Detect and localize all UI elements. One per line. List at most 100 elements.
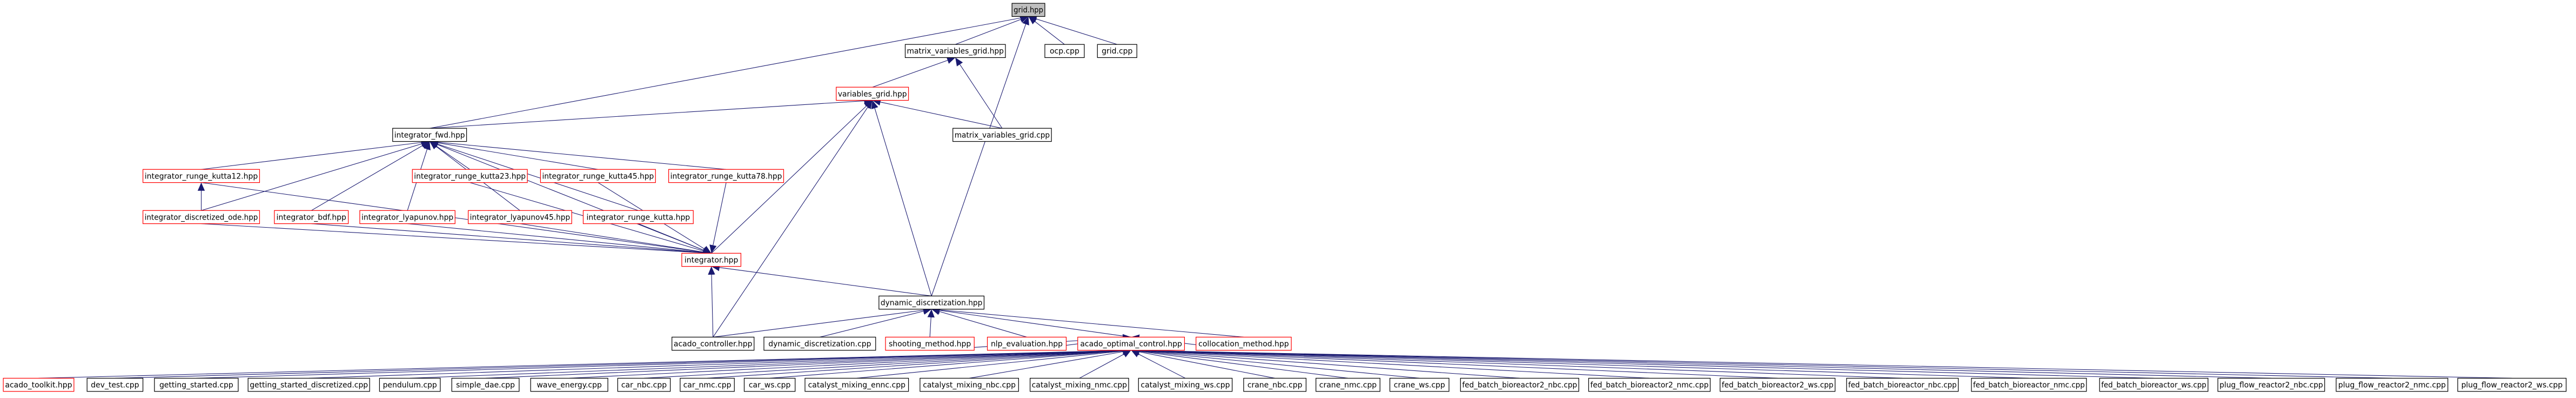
edge: [871, 100, 932, 296]
node-box: [987, 336, 1067, 351]
node-box: [1460, 377, 1579, 392]
node-label: catalyst_mixing_nbc.cpp: [923, 381, 1016, 390]
node-label: ocp.cpp: [1050, 47, 1079, 56]
node-label: wave_energy.cpp: [536, 381, 601, 390]
node-label: nlp_evaluation.hpp: [991, 340, 1063, 349]
node-label: catalyst_mixing_ws.cpp: [1141, 381, 1230, 390]
node-box: [1011, 3, 1045, 17]
node-box: [1138, 377, 1233, 392]
node-box: [1389, 377, 1450, 392]
node-label: fed_batch_bioreactor_nmc.cpp: [1973, 381, 2085, 390]
edge: [709, 182, 727, 254]
edge: [856, 347, 1131, 379]
edges: [38, 14, 2512, 379]
edge: [569, 347, 1131, 379]
node-label: acado_optimal_control.hpp: [1080, 340, 1182, 349]
node-box: [1720, 377, 1836, 392]
node-label: matrix_variables_grid.cpp: [955, 131, 1050, 140]
edge: [1131, 347, 2154, 379]
node-box: [86, 377, 144, 392]
node-box: [392, 128, 467, 142]
node-label: integrator_runge_kutta78.hpp: [670, 172, 782, 181]
node-label: crane_nmc.cpp: [1319, 381, 1377, 390]
edge: [407, 223, 712, 256]
node-box: [1316, 377, 1380, 392]
node-label: plug_flow_reactor2_nmc.cpp: [2338, 381, 2446, 390]
node-label: dynamic_discretization.cpp: [768, 340, 871, 349]
edge: [430, 138, 727, 170]
node-label: integrator_lyapunov45.hpp: [470, 213, 571, 222]
node-box: [617, 377, 671, 392]
edge: [429, 141, 470, 170]
node-label: plug_flow_reactor2_ws.cpp: [2461, 381, 2563, 390]
node-box: [451, 377, 520, 392]
edge: [410, 347, 1131, 379]
edge: [1131, 347, 2392, 379]
node-label: fed_batch_bioreactor_nbc.cpp: [1848, 381, 1957, 390]
edge: [308, 347, 1131, 379]
node-label: acado_controller.hpp: [674, 340, 753, 349]
node-box: [1243, 377, 1307, 392]
edge: [711, 100, 873, 254]
node-box: [1097, 44, 1137, 58]
edge: [430, 140, 639, 211]
edge: [1131, 347, 1650, 379]
edge: [38, 347, 1131, 379]
edge: [820, 307, 932, 337]
node-label: pendulum.cpp: [383, 381, 437, 390]
node-box: [836, 87, 909, 101]
edge: [643, 347, 1131, 379]
edge: [1028, 15, 1117, 45]
edge: [1131, 347, 1520, 379]
node-box: [1029, 377, 1129, 392]
node-label: catalyst_mixing_nmc.cpp: [1032, 381, 1127, 390]
edge: [201, 223, 712, 257]
node-box: [247, 377, 370, 392]
edge: [1079, 350, 1131, 379]
node-label: integrator_fwd.hpp: [394, 131, 465, 140]
node-box: [1077, 336, 1185, 351]
edge: [872, 98, 1003, 129]
node-label: simple_dae.cpp: [456, 381, 515, 390]
edge: [115, 347, 1131, 379]
edge: [638, 223, 712, 254]
edge: [1131, 347, 2271, 379]
node-label: grid.hpp: [1014, 6, 1043, 15]
edge: [711, 264, 932, 296]
edge: [713, 100, 873, 337]
node-box: [2099, 377, 2209, 392]
edge: [1131, 347, 1420, 379]
node-box: [1044, 44, 1085, 58]
node-label: integrator.hpp: [685, 256, 739, 264]
edge: [708, 266, 715, 337]
node-box: [904, 44, 1006, 58]
edge: [931, 307, 1131, 337]
node-box: [582, 210, 694, 224]
node-box: [2217, 377, 2325, 392]
edge: [430, 97, 873, 129]
node-box: [668, 169, 784, 183]
node-label: dynamic_discretization.hpp: [881, 298, 983, 307]
edge: [430, 139, 598, 170]
node-label: integrator_runge_kutta23.hpp: [414, 172, 526, 181]
node-label: getting_started.cpp: [159, 381, 233, 390]
edge: [955, 16, 1029, 45]
node-box: [379, 377, 441, 392]
node-box: [154, 377, 239, 392]
edge: [201, 182, 712, 256]
node-box: [743, 377, 796, 392]
node-box: [680, 377, 735, 392]
edge: [1131, 348, 1275, 379]
node-box: [142, 169, 260, 183]
edge: [201, 140, 430, 211]
edge: [1131, 350, 1186, 379]
nodes: grid.hpp matrix_variables_grid.hpp ocp.cpp…: [3, 3, 2567, 392]
edge: [311, 141, 430, 211]
node-label: collocation_method.hpp: [1198, 340, 1289, 349]
node-box: [804, 377, 909, 392]
node-label: integrator_runge_kutta45.hpp: [542, 172, 654, 181]
node-box: [3, 377, 75, 392]
node-label: integrator_discretized_ode.hpp: [145, 213, 258, 222]
node-label: integrator_lyapunov.hpp: [361, 213, 453, 222]
